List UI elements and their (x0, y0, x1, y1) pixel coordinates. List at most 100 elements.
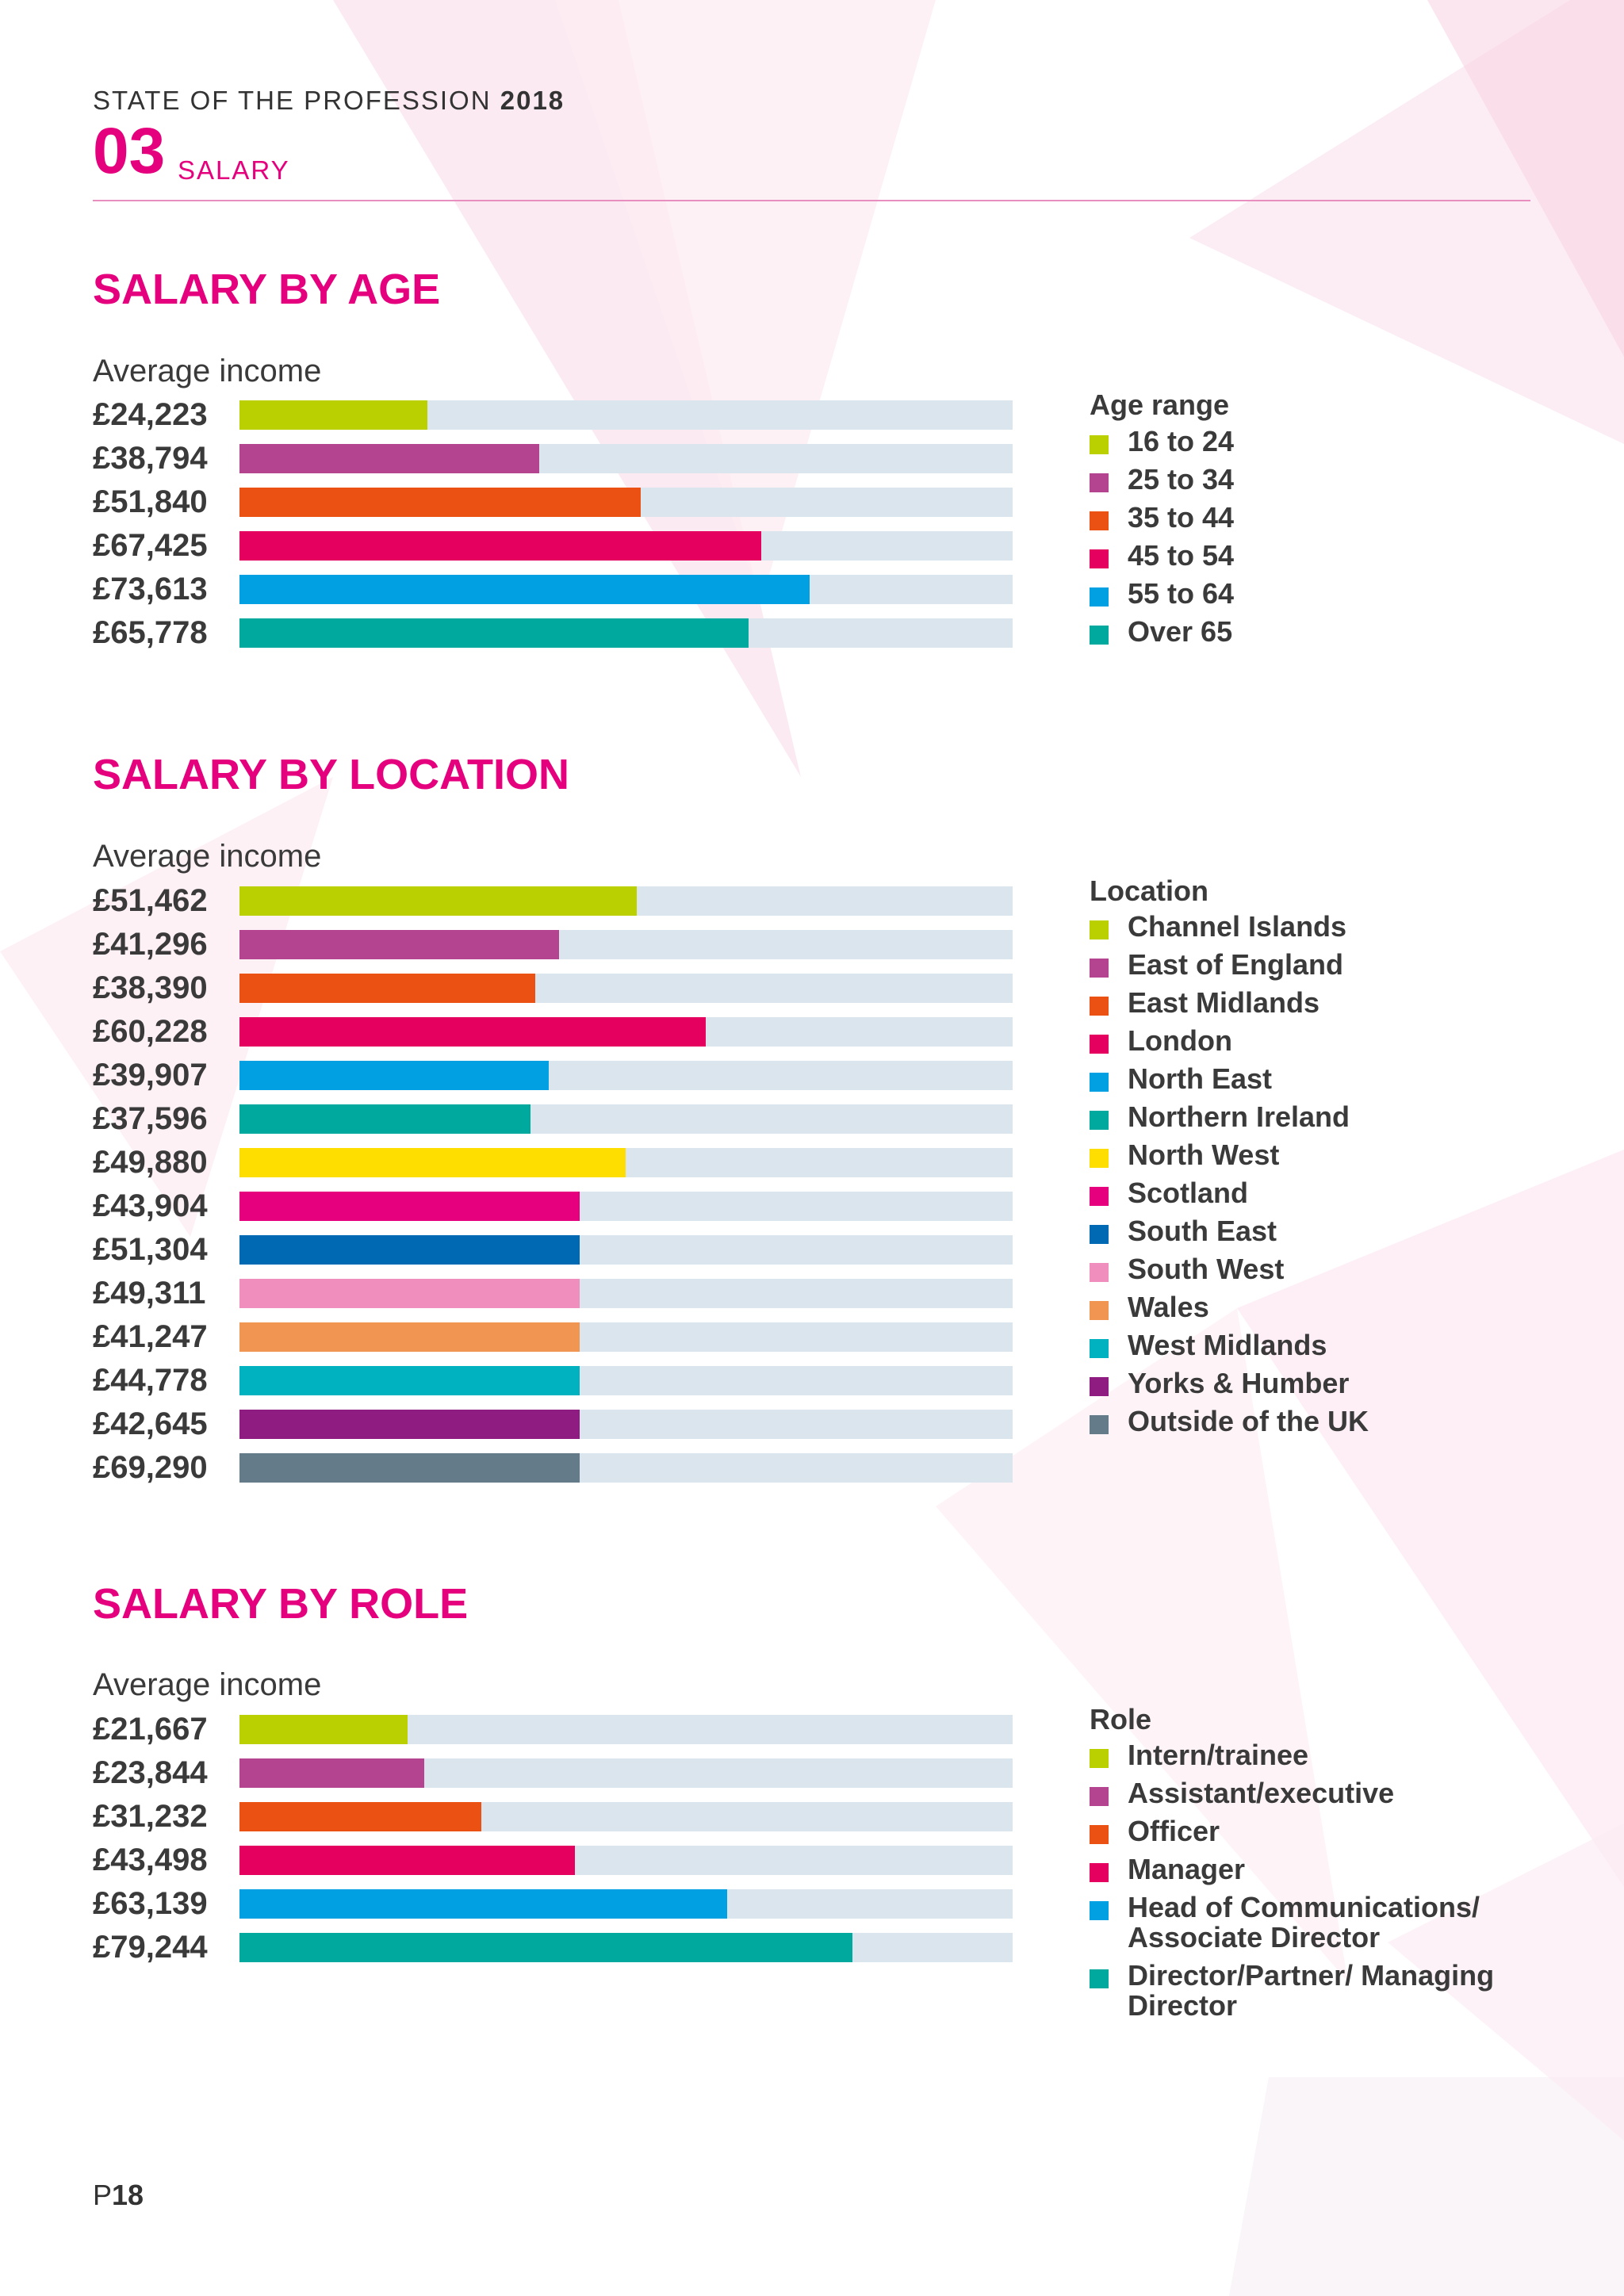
value-label: £65,778 (93, 615, 208, 650)
legend-label: 55 to 64 (1128, 577, 1235, 610)
bar-row-location: £39,907 (93, 1054, 1013, 1097)
bar-row-location: £41,296 (93, 923, 1013, 966)
chart-title-location: SALARY BY LOCATION (93, 751, 570, 798)
chart-title-age: SALARY BY AGE (93, 266, 441, 313)
bar (239, 1061, 549, 1090)
bar-track (239, 974, 1013, 1003)
legend-label: Wales (1128, 1291, 1209, 1323)
value-label: £38,794 (93, 441, 208, 476)
bar-track (239, 400, 1013, 430)
legend-swatch (1090, 1415, 1109, 1434)
bar (239, 1802, 482, 1831)
legend-swatch (1090, 587, 1109, 607)
value-label: £39,907 (93, 1058, 208, 1093)
legend-swatch (1090, 1149, 1109, 1168)
legend-swatch (1090, 1825, 1109, 1844)
value-label: £21,667 (93, 1712, 208, 1747)
bar-row-location: £37,596 (93, 1097, 1013, 1141)
value-label: £69,290 (93, 1450, 208, 1485)
bar-track (239, 1279, 1013, 1308)
legend-label: East of England (1128, 948, 1344, 981)
legend-label: Yorks & Humber (1128, 1367, 1350, 1399)
bar-row-location: £49,311 (93, 1272, 1013, 1315)
bar-track (239, 1366, 1013, 1395)
bar (239, 1889, 728, 1919)
value-label: £51,462 (93, 883, 208, 918)
bar-track (239, 488, 1013, 517)
bar-row-role: £63,139 (93, 1882, 1013, 1926)
legend-swatch (1090, 1377, 1109, 1396)
value-label: £23,844 (93, 1755, 208, 1790)
legend-title-location: Location (1090, 874, 1208, 907)
bar-track (239, 1802, 1013, 1831)
header-divider (93, 200, 1530, 201)
value-label: £60,228 (93, 1014, 208, 1049)
value-label: £44,778 (93, 1363, 208, 1398)
bar (239, 1933, 853, 1962)
legend-label: Director/Partner/ Managing Director (1128, 1959, 1495, 2022)
bar (239, 1104, 530, 1134)
value-label: £37,596 (93, 1101, 208, 1136)
bar-row-role: £31,232 (93, 1795, 1013, 1839)
value-label: £49,880 (93, 1145, 208, 1180)
bar (239, 1235, 580, 1265)
legend-label: South East (1128, 1215, 1277, 1247)
legend-label: 35 to 44 (1128, 501, 1235, 534)
bar-track (239, 1410, 1013, 1439)
value-label: £31,232 (93, 1799, 208, 1834)
bar-track (239, 1933, 1013, 1962)
bar-row-location: £51,462 (93, 879, 1013, 923)
legend-swatch (1090, 1339, 1109, 1358)
legend-swatch (1090, 1225, 1109, 1244)
value-label: £42,645 (93, 1406, 208, 1441)
legend-swatch (1090, 1863, 1109, 1882)
bar-row-role: £21,667 (93, 1708, 1013, 1751)
bar-row-role: £43,498 (93, 1839, 1013, 1882)
bar-track (239, 1889, 1013, 1919)
legend-swatch (1090, 1035, 1109, 1054)
bar (239, 930, 559, 959)
legend-title-role: Role (1090, 1703, 1152, 1735)
bar-track (239, 1148, 1013, 1177)
bar-track (239, 1235, 1013, 1265)
bar (239, 444, 540, 473)
legend-swatch (1090, 997, 1109, 1016)
legend-label: 16 to 24 (1128, 425, 1235, 457)
legend-label: North West (1128, 1138, 1280, 1171)
legend-label: Outside of the UK (1128, 1405, 1369, 1437)
bar-row-age: £38,794 (93, 437, 1013, 480)
bar-row-location: £42,645 (93, 1402, 1013, 1446)
bar (239, 1410, 580, 1439)
legend-label: Officer (1128, 1815, 1220, 1847)
bar-track (239, 1453, 1013, 1483)
bar-track (239, 1104, 1013, 1134)
bar (239, 886, 638, 916)
bar (239, 400, 427, 430)
legend-label: 45 to 54 (1128, 539, 1235, 572)
legend-label: 25 to 34 (1128, 463, 1235, 496)
legend-label: Northern Ireland (1128, 1100, 1350, 1133)
bar-row-location: £38,390 (93, 966, 1013, 1010)
bar (239, 488, 642, 517)
legend-label: Channel Islands (1128, 910, 1347, 943)
bar (239, 1148, 626, 1177)
value-label: £38,390 (93, 970, 208, 1005)
legend-swatch (1090, 1263, 1109, 1282)
legend-swatch (1090, 549, 1109, 568)
bar-track (239, 1017, 1013, 1047)
y-label-age: Average income (93, 354, 322, 388)
value-label: £79,244 (93, 1930, 208, 1965)
publication-title: STATE OF THE PROFESSION 2018 (93, 86, 565, 115)
bar (239, 531, 762, 561)
bar (239, 1322, 580, 1352)
value-label: £43,498 (93, 1843, 208, 1877)
bar-row-age: £24,223 (93, 393, 1013, 437)
value-label: £41,296 (93, 927, 208, 962)
y-label-role: Average income (93, 1667, 322, 1702)
legend-label: Assistant/executive (1128, 1777, 1395, 1809)
bar (239, 1192, 580, 1221)
legend-title-age: Age range (1090, 388, 1230, 421)
bar (239, 1453, 580, 1483)
legend-swatch (1090, 435, 1109, 454)
value-label: £24,223 (93, 397, 208, 432)
